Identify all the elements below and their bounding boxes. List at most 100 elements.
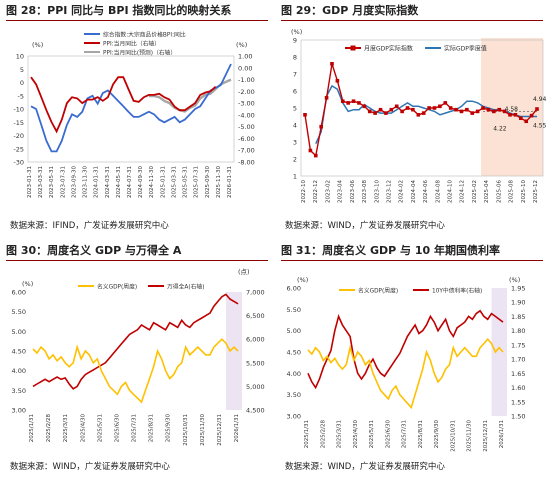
x-tick-label: 2024-11-30 [149, 166, 155, 198]
x-tick-label: 2023-11-30 [83, 166, 89, 198]
legend-label: 月度GDP实际指数 [364, 45, 413, 53]
data-point [443, 101, 448, 105]
y-tick-label: -25 [13, 145, 24, 153]
y-tick-label: 1.80 [511, 327, 525, 335]
data-point [319, 124, 323, 129]
highlight-region [491, 288, 507, 416]
series-line-nominal-gdp [32, 338, 239, 404]
x-tick-label: 2025-01-31 [160, 166, 166, 198]
data-point [465, 107, 469, 112]
series-line-10y-bond [307, 309, 504, 390]
x-tick-label: 2024-07-31 [127, 166, 133, 198]
annotation-label: 4.55 [533, 123, 547, 130]
y-tick-label: 5 [293, 105, 297, 113]
y-tick-label: 5 [20, 66, 24, 74]
x-tick-label: 2023-04 [338, 180, 344, 203]
data-point [492, 109, 496, 114]
x-tick-label: 2024-03-31 [105, 166, 111, 198]
data-point [394, 104, 399, 109]
x-tick-label: 2023-02 [325, 180, 331, 203]
data-point [497, 107, 502, 112]
y-tick-label: 5.00 [12, 328, 26, 336]
legend-label: 名义GDP(周度) [97, 283, 137, 291]
data-point [335, 79, 340, 83]
data-point [389, 107, 394, 112]
data-point [486, 107, 491, 112]
y-tick-label: 5.50 [12, 308, 26, 316]
data-point [502, 109, 507, 114]
data-point [405, 106, 410, 110]
y-tick-label: -5.00 [238, 123, 255, 131]
y-tick-label: 9 [293, 37, 297, 45]
legend-label: 综合指数:大宗商品价格BPI:同比 [103, 31, 186, 39]
chart-source: 数据来源：WIND，广发证券发展研究中心 [10, 462, 170, 472]
x-tick-label: 2025/10/31 [183, 414, 189, 446]
data-point [432, 106, 437, 110]
plot-frame [27, 55, 235, 163]
data-point [324, 96, 329, 100]
x-tick-label: 2025/6/30 [385, 420, 391, 449]
x-tick-label: 2025/4/30 [353, 420, 359, 449]
y-tick-label: -15 [13, 119, 24, 127]
y-tick-label: 1.85 [511, 313, 525, 321]
data-point [357, 101, 361, 105]
data-point [313, 153, 318, 158]
y-tick-label: 6,000 [246, 336, 265, 344]
x-tick-label: 2025/10/31 [450, 420, 456, 452]
x-tick-label: 2024-02 [399, 180, 405, 203]
x-tick-label: 2025/7/31 [402, 420, 408, 448]
x-tick-label: 2023-01-31 [27, 166, 33, 198]
data-point [384, 111, 388, 115]
x-tick-label: 2025/2/28 [320, 420, 326, 449]
data-point [346, 101, 350, 105]
left-axis-unit: (%) [22, 280, 33, 288]
y-tick-label: 3.00 [287, 413, 301, 421]
x-tick-label: 2025-08 [509, 180, 515, 203]
y-tick-label: 6.00 [287, 285, 301, 293]
x-tick-label: 2025/3/31 [337, 420, 343, 448]
x-tick-label: 2025/4/30 [80, 414, 86, 443]
x-tick-label: 2025/12/31 [483, 420, 489, 452]
data-point [427, 106, 431, 110]
chart-panel-gdp-bond: 图 31：周度名义 GDP 与 10 年期国债利率 (%) (%) 6.00 5.50… [275, 240, 550, 478]
data-point [303, 113, 307, 117]
y-tick-label: 8 [293, 54, 297, 62]
annotation-label: 4.22 [493, 125, 507, 132]
data-point [438, 104, 442, 109]
chart-title: 图 28：PPI 同比与 BPI 指数同比的映射关系 [6, 4, 268, 21]
data-point [524, 119, 529, 124]
right-axis-unit: (%) [236, 41, 247, 49]
y-tick-label: 2 [293, 156, 297, 164]
x-tick-label: 2025-06 [496, 180, 502, 203]
legend-label: PPI:当月同比(预测)（右轴） [103, 49, 176, 57]
y-tick-label: 1.75 [511, 341, 525, 349]
x-tick-label: 2025/8/31 [149, 414, 155, 442]
legend-label: 10Y中债利率(右轴) [432, 287, 482, 295]
x-tick-label: 2024-01-31 [94, 166, 100, 198]
chart-panel-gdp-monthly: 图 29：GDP 月度实际指数 (%) 9 8 7 6 5 4 3 2 1 2022-10 2022-… [275, 0, 550, 238]
annotation-label: 4.94 [533, 96, 547, 103]
chart-source: 数据来源：WIND，广发证券发展研究中心 [285, 462, 445, 472]
data-point [513, 113, 518, 117]
data-point [508, 113, 512, 117]
data-point [535, 107, 539, 111]
y-tick-label: 4,500 [246, 407, 265, 415]
data-point [340, 99, 345, 103]
x-tick-label: 2023-08 [362, 180, 368, 203]
x-tick-label: 2026/1/31 [499, 420, 505, 448]
x-tick-label: 2024-10 [448, 180, 454, 203]
x-tick-label: 2025/1/31 [29, 414, 35, 442]
chart-title: 图 30：周度名义 GDP 与万得全 A [6, 244, 268, 261]
x-tick-label: 2025-10 [521, 180, 527, 203]
y-tick-label: 6.00 [12, 289, 26, 297]
x-tick-label: 2025-02 [472, 180, 478, 203]
chart-source: 数据来源：IFIND，广发证券发展研究中心 [10, 221, 169, 231]
x-tick-label: 2025-03-31 [171, 166, 177, 198]
data-point [475, 109, 480, 114]
x-tick-label: 2025/1/31 [304, 420, 310, 448]
series-line-nominal-gdp [307, 337, 504, 410]
annotation-label: 4.58 [505, 106, 519, 113]
y-tick-label: -3.00 [238, 100, 255, 108]
data-point [459, 109, 464, 114]
x-tick-label: 2023-09-30 [71, 166, 77, 198]
